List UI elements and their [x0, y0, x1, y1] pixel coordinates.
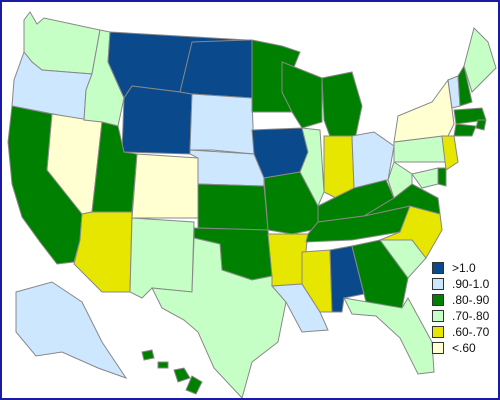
- state-md: [411, 167, 439, 189]
- state-ks: [197, 183, 269, 231]
- state-hi: [141, 349, 203, 395]
- state-nm: [129, 217, 195, 299]
- state-sd: [189, 93, 255, 155]
- legend-label: <.60: [452, 341, 476, 355]
- state-in: [323, 135, 355, 199]
- legend-label: .90-1.0: [452, 277, 490, 291]
- legend-swatch: [432, 342, 444, 354]
- state-co: [131, 153, 199, 219]
- legend-item-gt-1: >1.0: [432, 260, 498, 276]
- legend-label: .60-.70: [452, 325, 490, 339]
- state-ne: [189, 149, 265, 187]
- legend-label: >1.0: [452, 261, 476, 275]
- state-nj: [441, 135, 459, 171]
- state-oh: [351, 131, 395, 191]
- state-ms: [301, 249, 333, 313]
- legend-item-90-100: .90-1.0: [432, 276, 498, 292]
- legend-swatch: [432, 262, 444, 274]
- legend-swatch: [432, 278, 444, 290]
- legend-label: .70-.80: [452, 309, 490, 323]
- legend-swatch: [432, 310, 444, 322]
- legend-item-80-90: .80-.90: [432, 292, 498, 308]
- state-tx: [151, 237, 287, 398]
- state-ia: [251, 127, 309, 179]
- state-ri: [475, 119, 487, 131]
- legend-label: .80-.90: [452, 293, 490, 307]
- state-mi: [321, 71, 363, 145]
- state-wv: [387, 161, 413, 199]
- legend-item-70-80: .70-.80: [432, 308, 498, 324]
- state-wi: [281, 61, 323, 129]
- state-az: [73, 211, 133, 293]
- legend-swatch: [432, 326, 444, 338]
- state-nd: [179, 39, 253, 99]
- state-ct: [453, 123, 477, 137]
- state-fl: [343, 296, 435, 375]
- legend-item-lt-60: <.60: [432, 340, 498, 356]
- state-ak: [15, 281, 128, 379]
- state-nh: [457, 64, 473, 107]
- legend-item-60-70: .60-.70: [432, 324, 498, 340]
- state-wy: [121, 85, 193, 155]
- state-me: [463, 27, 497, 93]
- legend-swatch: [432, 294, 444, 306]
- state-ny: [393, 78, 455, 143]
- state-de: [437, 167, 447, 187]
